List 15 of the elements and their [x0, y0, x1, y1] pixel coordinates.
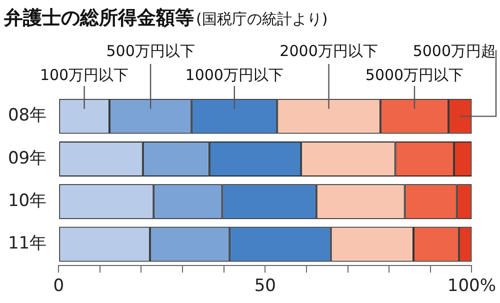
y-tick-label: 08年: [8, 106, 47, 126]
y-tick-label: 11年: [8, 234, 47, 254]
series-label: 1000万円以下: [185, 66, 284, 84]
text: 2000万円以下: [280, 42, 378, 60]
x-tick-label: 100%: [447, 276, 496, 296]
chart-subtitle: (国税庁の統計より): [196, 10, 328, 28]
x-tick-label: 50: [254, 276, 276, 296]
text: 5000万円超: [412, 42, 496, 60]
x-tick-label: 0: [53, 276, 64, 296]
series-label: 5000万円以下: [365, 66, 464, 84]
y-tick-label: 10年: [8, 191, 47, 212]
y-tick-label: 09年: [8, 148, 47, 168]
series-label: 100万円以下: [40, 66, 129, 84]
text: 500万円以下: [106, 42, 195, 60]
chart-title: 弁護士の総所得金額等: [3, 7, 194, 29]
